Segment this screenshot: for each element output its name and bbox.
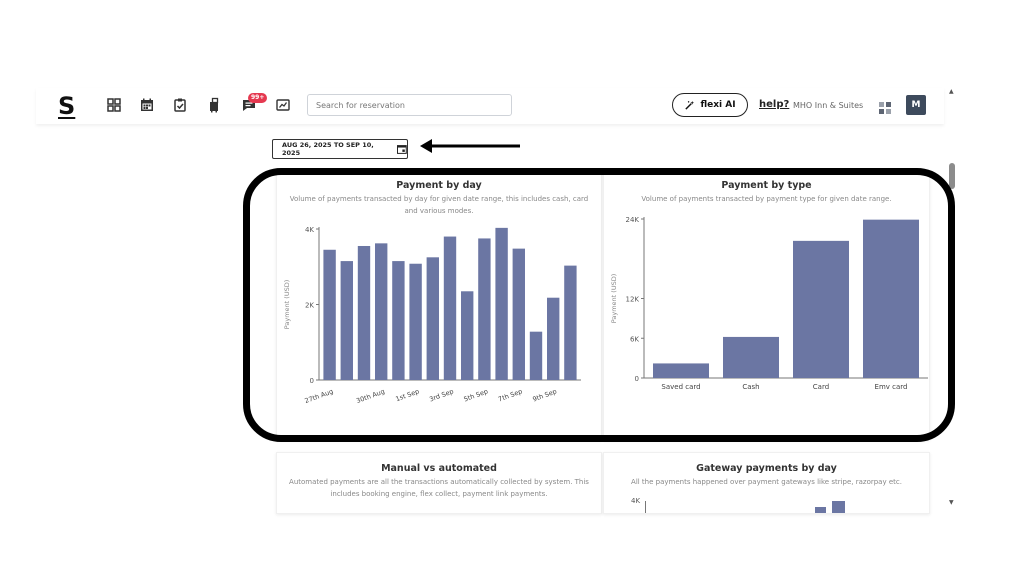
payment-by-type-chart: 0 6K 12K 24K Payment (USD) Saved card Cash Card… — [610, 216, 928, 391]
chart-bar — [478, 238, 491, 380]
apps-grid-icon[interactable] — [879, 99, 891, 114]
card-title: Manual vs automated — [381, 463, 497, 474]
chart-bar — [529, 331, 543, 380]
chart-bar — [409, 263, 422, 380]
y-axis-label: Payment (USD) — [283, 280, 291, 329]
flexi-ai-button[interactable]: flexi AI — [672, 93, 748, 117]
card-title: Payment by day — [396, 180, 482, 191]
card-description: Automated payments are all the transacti… — [289, 478, 589, 498]
y-tick-label: 4K — [305, 226, 314, 234]
payment-by-day-card: Payment by day Volume of payments transa… — [276, 170, 602, 440]
chart-bar — [426, 257, 439, 380]
card-title: Payment by type — [721, 180, 812, 191]
y-axis — [645, 501, 646, 513]
x-tick-label: 5th Sep — [463, 387, 489, 403]
chart-bar — [340, 261, 353, 380]
x-tick-label: 7th Sep — [497, 387, 523, 403]
chart-bar — [512, 248, 525, 380]
y-tick-label: 0 — [310, 377, 314, 385]
date-range-text: AUG 26, 2025 TO SEP 10, 2025 — [282, 141, 374, 157]
property-name[interactable]: MHO Inn & Suites — [793, 101, 864, 110]
card-description: Volume of payments transacted by payment… — [641, 195, 892, 203]
x-tick-label: 1st Sep — [395, 387, 421, 403]
app-logo[interactable]: S — [58, 92, 76, 120]
chart-bar — [547, 297, 560, 380]
chart-bar — [832, 501, 845, 513]
chart-bar — [443, 236, 457, 380]
annotation-arrow — [420, 139, 520, 153]
card-description: Volume of payments transacted by day for… — [289, 195, 589, 215]
task-icon[interactable] — [172, 97, 188, 113]
x-tick-label: Cash — [742, 383, 759, 391]
chart-bar — [357, 245, 371, 380]
x-tick-label: Emv card — [875, 383, 908, 391]
search-input[interactable] — [307, 94, 512, 116]
scroll-thumb[interactable] — [949, 163, 955, 189]
chart-bar — [793, 240, 849, 378]
x-tick-label: 3rd Sep — [428, 387, 454, 403]
flexi-ai-label: flexi AI — [700, 100, 736, 110]
chart-bar — [815, 507, 826, 513]
x-tick-label: Saved card — [661, 383, 700, 391]
magic-wand-icon — [685, 100, 695, 110]
scroll-up-icon[interactable]: ▲ — [949, 88, 954, 95]
calendar-icon[interactable] — [139, 97, 155, 113]
payment-by-type-card: Payment by type Volume of payments trans… — [603, 170, 930, 440]
calendar-icon — [397, 145, 407, 154]
scroll-down-icon[interactable]: ▼ — [949, 499, 954, 506]
gateway-payments-card: Gateway payments by day All the payments… — [603, 452, 930, 514]
chart-bar — [323, 249, 336, 380]
chart-bar — [863, 219, 919, 378]
chart-icon[interactable] — [275, 97, 291, 113]
x-tick-label: 9th Sep — [532, 387, 558, 403]
user-avatar[interactable]: M — [906, 95, 926, 115]
page-scrollbar[interactable]: ▲ ▼ — [948, 88, 956, 506]
notification-badge: 99+ — [248, 93, 268, 103]
chart-bar — [495, 227, 508, 380]
x-tick-label: 27th Aug — [304, 387, 335, 405]
card-description: All the payments happened over payment g… — [631, 478, 902, 486]
help-link[interactable]: help? — [759, 99, 790, 110]
chart-bar — [723, 336, 779, 378]
y-tick-label: 2K — [305, 302, 314, 310]
luggage-icon[interactable] — [206, 97, 222, 113]
chart-bar — [375, 243, 388, 380]
chart-bar — [564, 265, 577, 380]
y-axis-label: Payment (USD) — [610, 274, 618, 323]
chart-bar — [653, 363, 709, 378]
x-tick-label: 30th Aug — [355, 387, 386, 405]
y-tick-label: 4K — [631, 497, 641, 505]
chart-bar — [461, 291, 474, 380]
card-title: Gateway payments by day — [696, 463, 837, 474]
chart-bar — [392, 261, 405, 380]
payment-by-day-chart: 0 2K 4K Payment (USD) 27th Aug 30th Aug 1st Se… — [283, 226, 581, 405]
dashboard-icon[interactable] — [106, 97, 122, 113]
x-tick-label: Card — [813, 383, 829, 391]
top-navigation-bar: S 99+ flexi AI help? MHO Inn & Suites M — [36, 88, 944, 124]
date-range-picker[interactable]: AUG 26, 2025 TO SEP 10, 2025 — [272, 139, 408, 159]
y-tick-label: 24K — [626, 216, 640, 224]
y-tick-label: 0 — [635, 375, 639, 383]
y-tick-label: 6K — [630, 335, 639, 343]
manual-vs-automated-card: Manual vs automated Automated payments a… — [276, 452, 602, 514]
y-tick-label: 12K — [626, 296, 640, 304]
